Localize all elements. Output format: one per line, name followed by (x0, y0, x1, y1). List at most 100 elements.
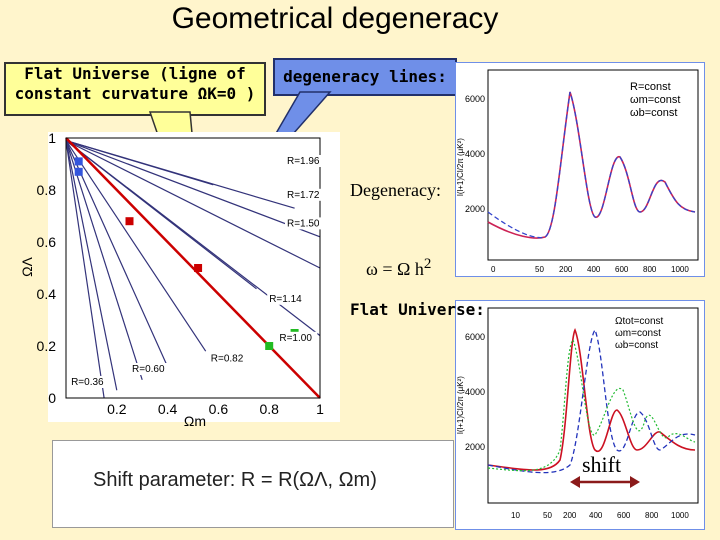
plot-background (48, 132, 340, 422)
cmb-top-curve-blue (487, 91, 696, 239)
x-tick-1000-b: 1000 (671, 511, 689, 520)
legend-wm-const: ωm=const (630, 94, 680, 106)
degeneracy-line (65, 140, 118, 391)
y-tick-label: 0.4 (37, 286, 57, 302)
legend-wm-const-2: ωm=const (615, 328, 661, 339)
plot-frame (65, 137, 321, 399)
cmb-plot-top: R=const ωm=const ωb=const 6000 4000 2000… (455, 62, 705, 277)
page-title: Geometrical degeneracy (171, 2, 499, 35)
x-tick-1000: 1000 (671, 265, 689, 274)
shift-parameter-text: Shift parameter: R = R(ΩΛ, Ωm) (93, 469, 377, 491)
r-annotations: R=1.96 R=1.72 R=1.50 R=1.14 R=1.00 R=0.82 R=0.… (69, 155, 325, 388)
omega-relation-label: ω = Ω h2 (366, 256, 431, 280)
flat-line (65, 137, 321, 399)
x-tick-labels: 0.2 0.4 0.6 0.8 1 (107, 401, 324, 417)
r-label: R=1.00 (279, 333, 312, 344)
degeneracy-line (65, 140, 105, 399)
x-tick-600-b: 600 (617, 511, 631, 520)
flat-universe-callout: Flat Universe (ligne of constant curvatu… (4, 62, 266, 116)
r-label: R=0.60 (132, 364, 165, 375)
x-tick-400: 400 (587, 265, 601, 274)
cmb-bottom-ylabel: l(l+1)Cl/2π (μK²) (456, 376, 465, 434)
flat-universe-label: Flat Universe: (350, 300, 485, 319)
data-marker (74, 157, 83, 166)
x-tick-200: 200 (559, 265, 573, 274)
r-label: R=1.50 (287, 218, 320, 229)
shift-label: shift (582, 452, 622, 477)
legend-wb-const-2: ωb=const (615, 340, 658, 351)
shift-arrow-icon (570, 476, 640, 488)
omega-relation-text: ω = Ω h (366, 259, 424, 279)
r-label: R=1.96 (287, 156, 320, 167)
degeneracy-line (65, 140, 321, 269)
y-tick-6000-b: 6000 (465, 332, 485, 342)
data-marker (265, 342, 274, 350)
y-tick-label: 0.8 (37, 182, 57, 198)
cmb-top-frame (455, 62, 705, 277)
x-tick-50: 50 (535, 265, 544, 274)
r-label-bg (267, 292, 308, 305)
x-tick-50-b: 50 (543, 511, 552, 520)
cmb-top-ylabel: l(l+1)Cl/2π (μK²) (456, 138, 465, 196)
cmb-bottom-curve-green (487, 339, 696, 472)
x-tick-600: 600 (615, 265, 629, 274)
degeneracy-line (65, 140, 295, 209)
x-axis-label: Ωm (184, 413, 206, 429)
x-tick-label: 0.2 (107, 401, 127, 417)
flat-universe-line (65, 137, 321, 399)
degeneracy-line (65, 140, 321, 238)
degeneracy-lines (65, 140, 321, 399)
degeneracy-line (65, 140, 143, 380)
r-label-bg (277, 331, 318, 344)
r-label: R=0.36 (71, 377, 104, 388)
r-label-bg (208, 352, 249, 365)
legend-wtot-const: Ωtot=const (615, 316, 664, 327)
y-axis-label: ΩΛ (20, 256, 35, 276)
degeneracy-label: Degeneracy: (350, 180, 441, 200)
y-tick-6000: 6000 (465, 94, 485, 104)
x-tick-0: 0 (491, 265, 496, 274)
y-tick-label: 1 (48, 130, 56, 146)
legend-wb-const: ωb=const (630, 107, 677, 119)
y-tick-2000: 2000 (465, 204, 485, 214)
x-tick-label: 1 (316, 401, 324, 417)
data-marker (125, 217, 134, 226)
x-tick-label: 0.6 (209, 401, 229, 417)
r-label: R=1.72 (287, 190, 320, 201)
r-label-bg (284, 217, 325, 230)
y-tick-label: 0.6 (37, 234, 57, 250)
cmb-bottom-curve-red (487, 328, 696, 471)
x-tick-400-b: 400 (589, 511, 603, 520)
omega-plane-plot: 0.2 0.4 0.6 0.8 1 0 0.2 0.4 0.6 0.8 1 R=1.96 R=1.7… (20, 130, 340, 429)
cmb-top-axes (487, 69, 699, 261)
x-tick-200-b: 200 (563, 511, 577, 520)
shift-parameter-box: Shift parameter: R = R(ΩΛ, Ωm) (52, 440, 454, 528)
omega-exponent: 2 (423, 256, 432, 272)
y-tick-labels: 0 0.2 0.4 0.6 0.8 1 (37, 130, 57, 406)
x-tick-label: 0.4 (158, 401, 178, 417)
legend-r-const: R=const (630, 81, 671, 93)
degeneracy-lines-callout: degeneracy lines: (273, 58, 457, 96)
y-tick-4000-b: 4000 (465, 387, 485, 397)
r-label-bg (69, 376, 110, 388)
data-marker (194, 264, 203, 272)
cmb-bottom-frame (455, 300, 705, 530)
cmb-bottom-axes (487, 307, 699, 504)
x-tick-800-b: 800 (645, 511, 659, 520)
r-label-bg (284, 188, 325, 201)
degeneracy-line (65, 140, 169, 368)
degeneracy-line (65, 140, 207, 352)
x-tick-800: 800 (643, 265, 657, 274)
y-tick-label: 0.2 (37, 338, 57, 354)
y-tick-label: 0 (48, 390, 56, 406)
r-label: R=0.82 (211, 354, 244, 365)
cmb-plot-bottom: Ωtot=const ωm=const ωb=const 6000 4000 2… (455, 300, 705, 530)
y-tick-4000: 4000 (465, 149, 485, 159)
r-label: R=1.14 (269, 294, 302, 305)
r-label-bg (284, 155, 325, 167)
x-tick-10-b: 10 (511, 511, 520, 520)
r-label-bg (130, 363, 171, 375)
cmb-bottom-curve-blue (487, 328, 696, 474)
data-marker (74, 167, 83, 176)
x-tick-label: 0.8 (259, 401, 279, 417)
